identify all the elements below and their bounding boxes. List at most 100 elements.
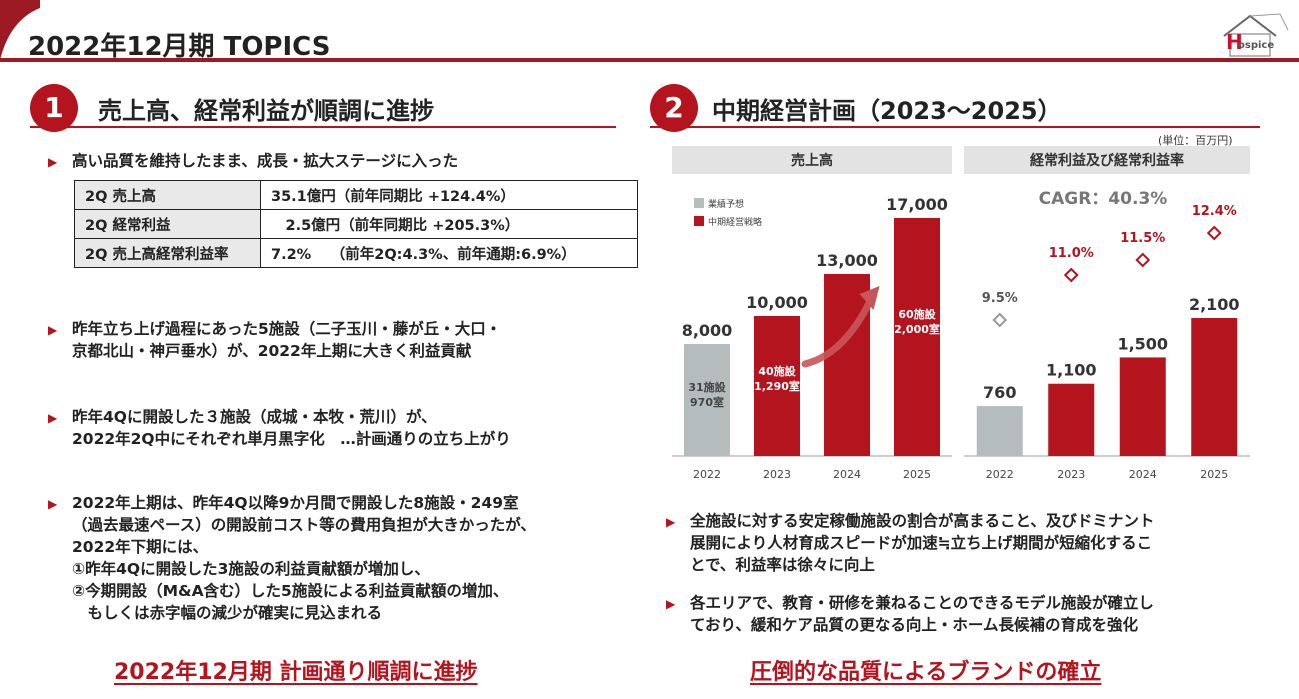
- section2-bullet-1: ▶ 全施設に対する安定稼働施設の割合が高まること、及びドミナント 展開により人材…: [666, 510, 1155, 576]
- page-title: 2022年12月期 TOPICS: [28, 32, 331, 62]
- bullet-line: ①昨年4Qに開設した3施設の利益貢献額が増加し、: [72, 560, 430, 578]
- x-tick-label: 2025: [1200, 468, 1228, 481]
- bullet-triangle-icon: ▶: [48, 155, 58, 169]
- x-tick-label: 2022: [693, 468, 721, 481]
- legend-swatch: [694, 198, 704, 208]
- mid-term-plan-charts: 売上高 8,000 2022 10,000 2023 13,000 2024 17,000 20…: [672, 146, 1250, 481]
- kpi-value: 7.2% （前年2Q:4.3%、前年通期:6.9%）: [260, 238, 638, 268]
- bar-value-label: 13,000: [816, 251, 878, 270]
- bullet-triangle-icon: ▶: [666, 515, 676, 529]
- bar-inner-label: 60施設: [898, 307, 936, 321]
- bar-value-label: 17,000: [886, 195, 948, 214]
- bar: [754, 316, 800, 456]
- bullet-line: 全施設に対する安定稼働施設の割合が高まること、及びドミナント: [690, 512, 1155, 530]
- x-tick-label: 2024: [1129, 468, 1157, 481]
- bullet-triangle-icon: ▶: [48, 497, 58, 511]
- header-bar: 2022年12月期 TOPICS H ospice: [0, 0, 1299, 64]
- bullet-line: 昨年立ち上げ過程にあった5施設（二子玉川・藤が丘・大口・: [72, 320, 502, 338]
- section1-bullet-2: ▶ 昨年立ち上げ過程にあった5施設（二子玉川・藤が丘・大口・ 京都北山・神戸垂水…: [48, 318, 502, 362]
- margin-rate-label: 11.0%: [1049, 246, 1094, 261]
- section1-conclusion: 2022年12月期 計画通り順調に進捗: [114, 660, 478, 685]
- bar: [1048, 383, 1095, 456]
- bullet-line: 各エリアで、教育・研修を兼ねることのできるモデル施設が確立し: [690, 594, 1154, 612]
- kpi-key: 2Q 売上高: [74, 180, 261, 210]
- bullet-line: （過去最速ペース）の開設前コスト等の費用負担が大きかったが、: [72, 516, 536, 534]
- x-tick-label: 2024: [833, 468, 861, 481]
- legend-label: 業績予想: [708, 198, 744, 210]
- bullet-line: 展開により人材育成スピードが加速≒立ち上げ期間が短縮化するこ: [690, 534, 1153, 552]
- chart-title: 経常利益及び経常利益率: [1030, 152, 1184, 169]
- bullet-line: ており、緩和ケア品質の更なる向上・ホーム長候補の育成を強化: [690, 616, 1138, 634]
- bar-value-label: 1,100: [1046, 361, 1097, 380]
- margin-rate-label: 11.5%: [1120, 231, 1165, 246]
- bar: [684, 344, 730, 456]
- bullet-line: ②今期開設（M&A含む）した5施設による利益貢献額の増加、: [72, 582, 509, 600]
- table-row: 2Q 売上高 35.1億円（前年同期比 +124.4%）: [74, 180, 638, 210]
- kpi-table: 2Q 売上高 35.1億円（前年同期比 +124.4%） 2Q 経常利益 2.5…: [74, 180, 638, 268]
- kpi-value: 2.5億円（前年同期比 +205.3%）: [260, 209, 638, 239]
- bar-inner-label: 1,290室: [754, 379, 800, 393]
- bullet-line: もしくは赤字幅の減少が確実に見込まれる: [72, 604, 383, 622]
- x-tick-label: 2025: [903, 468, 931, 481]
- header-rule: [0, 58, 1299, 62]
- bullet-text: 高い品質を維持したまま、成長・拡大ステージに入った: [72, 152, 459, 170]
- bullet-line: とで、利益率は徐々に向上: [690, 556, 875, 574]
- section1-bullet-4: ▶ 2022年上期は、昨年4Q以降9か月間で開設した8施設・249室 （過去最速…: [48, 492, 536, 624]
- bullet-line: 2022年下期には、: [72, 538, 209, 556]
- legend-swatch: [694, 216, 704, 226]
- kpi-key: 2Q 売上高経常利益率: [74, 238, 261, 268]
- bullet-triangle-icon: ▶: [48, 411, 58, 425]
- bullet-line: 2022年上期は、昨年4Q以降9か月間で開設した8施設・249室: [72, 494, 519, 512]
- legend-label: 中期経営戦略: [708, 216, 762, 228]
- bullet-line: 京都北山・神戸垂水）が、2022年上期に大きく利益貢献: [72, 342, 472, 360]
- logo-letter: H: [1226, 30, 1243, 54]
- unit-label: (単位：百万円): [1158, 134, 1233, 147]
- header-swoosh: [0, 0, 40, 60]
- section1-bullet-1: ▶ 高い品質を維持したまま、成長・拡大ステージに入った: [48, 150, 459, 172]
- section2-number: 2: [650, 84, 698, 132]
- section1-rule: [30, 126, 616, 128]
- kpi-value: 35.1億円（前年同期比 +124.4%）: [260, 180, 638, 210]
- margin-rate-marker: [1063, 267, 1079, 283]
- margin-rate-label: 12.4%: [1192, 204, 1237, 219]
- bar: [824, 274, 870, 456]
- logo-text: ospice: [1238, 40, 1275, 51]
- margin-rate-marker: [992, 312, 1008, 328]
- hospice-logo: [1220, 12, 1290, 58]
- section1-number: 1: [30, 84, 78, 132]
- growth-arrow: [801, 294, 875, 368]
- margin-rate-label: 9.5%: [982, 291, 1018, 306]
- growth-arrow-head: [859, 286, 880, 310]
- section1-bullet-3: ▶ 昨年4Qに開設した３施設（成城・本牧・荒川）が、 2022年2Q中にそれぞれ…: [48, 406, 511, 450]
- chart-header-band: [672, 146, 952, 174]
- bar: [1119, 357, 1166, 456]
- section2-title: 中期経営計画（2023～2025）: [712, 97, 1062, 125]
- cagr-label: CAGR：40.3%: [1039, 189, 1168, 209]
- bar-inner-label: 970室: [690, 395, 724, 409]
- bar-value-label: 8,000: [682, 321, 733, 340]
- section2-rule: [650, 126, 1260, 128]
- bar-inner-label: 40施設: [758, 364, 796, 378]
- margin-rate-marker: [1135, 252, 1151, 268]
- section1-title: 売上高、経常利益が順調に進捗: [98, 97, 434, 125]
- house-icon: [1223, 13, 1289, 57]
- bar-value-label: 1,500: [1117, 334, 1168, 353]
- bar: [1191, 318, 1238, 456]
- bar-inner-label: 2,000室: [894, 322, 940, 336]
- bullet-line: 昨年4Qに開設した３施設（成城・本牧・荒川）が、: [72, 408, 437, 426]
- bullet-triangle-icon: ▶: [666, 597, 676, 611]
- margin-rate-marker: [1206, 225, 1222, 241]
- kpi-key: 2Q 経常利益: [74, 209, 261, 239]
- x-tick-label: 2023: [1057, 468, 1085, 481]
- bullet-line: 2022年2Q中にそれぞれ単月黒字化 …計画通りの立ち上がり: [72, 430, 511, 448]
- bar-value-label: 760: [983, 383, 1016, 402]
- bar-inner-label: 31施設: [688, 380, 726, 394]
- bar: [894, 218, 940, 456]
- bar-value-label: 10,000: [746, 293, 808, 312]
- bar: [976, 406, 1023, 456]
- table-row: 2Q 経常利益 2.5億円（前年同期比 +205.3%）: [74, 209, 638, 239]
- section2-conclusion: 圧倒的な品質によるブランドの確立: [750, 660, 1102, 685]
- chart-header-band: [964, 146, 1250, 174]
- bullet-triangle-icon: ▶: [48, 323, 58, 337]
- bar-value-label: 2,100: [1189, 295, 1240, 314]
